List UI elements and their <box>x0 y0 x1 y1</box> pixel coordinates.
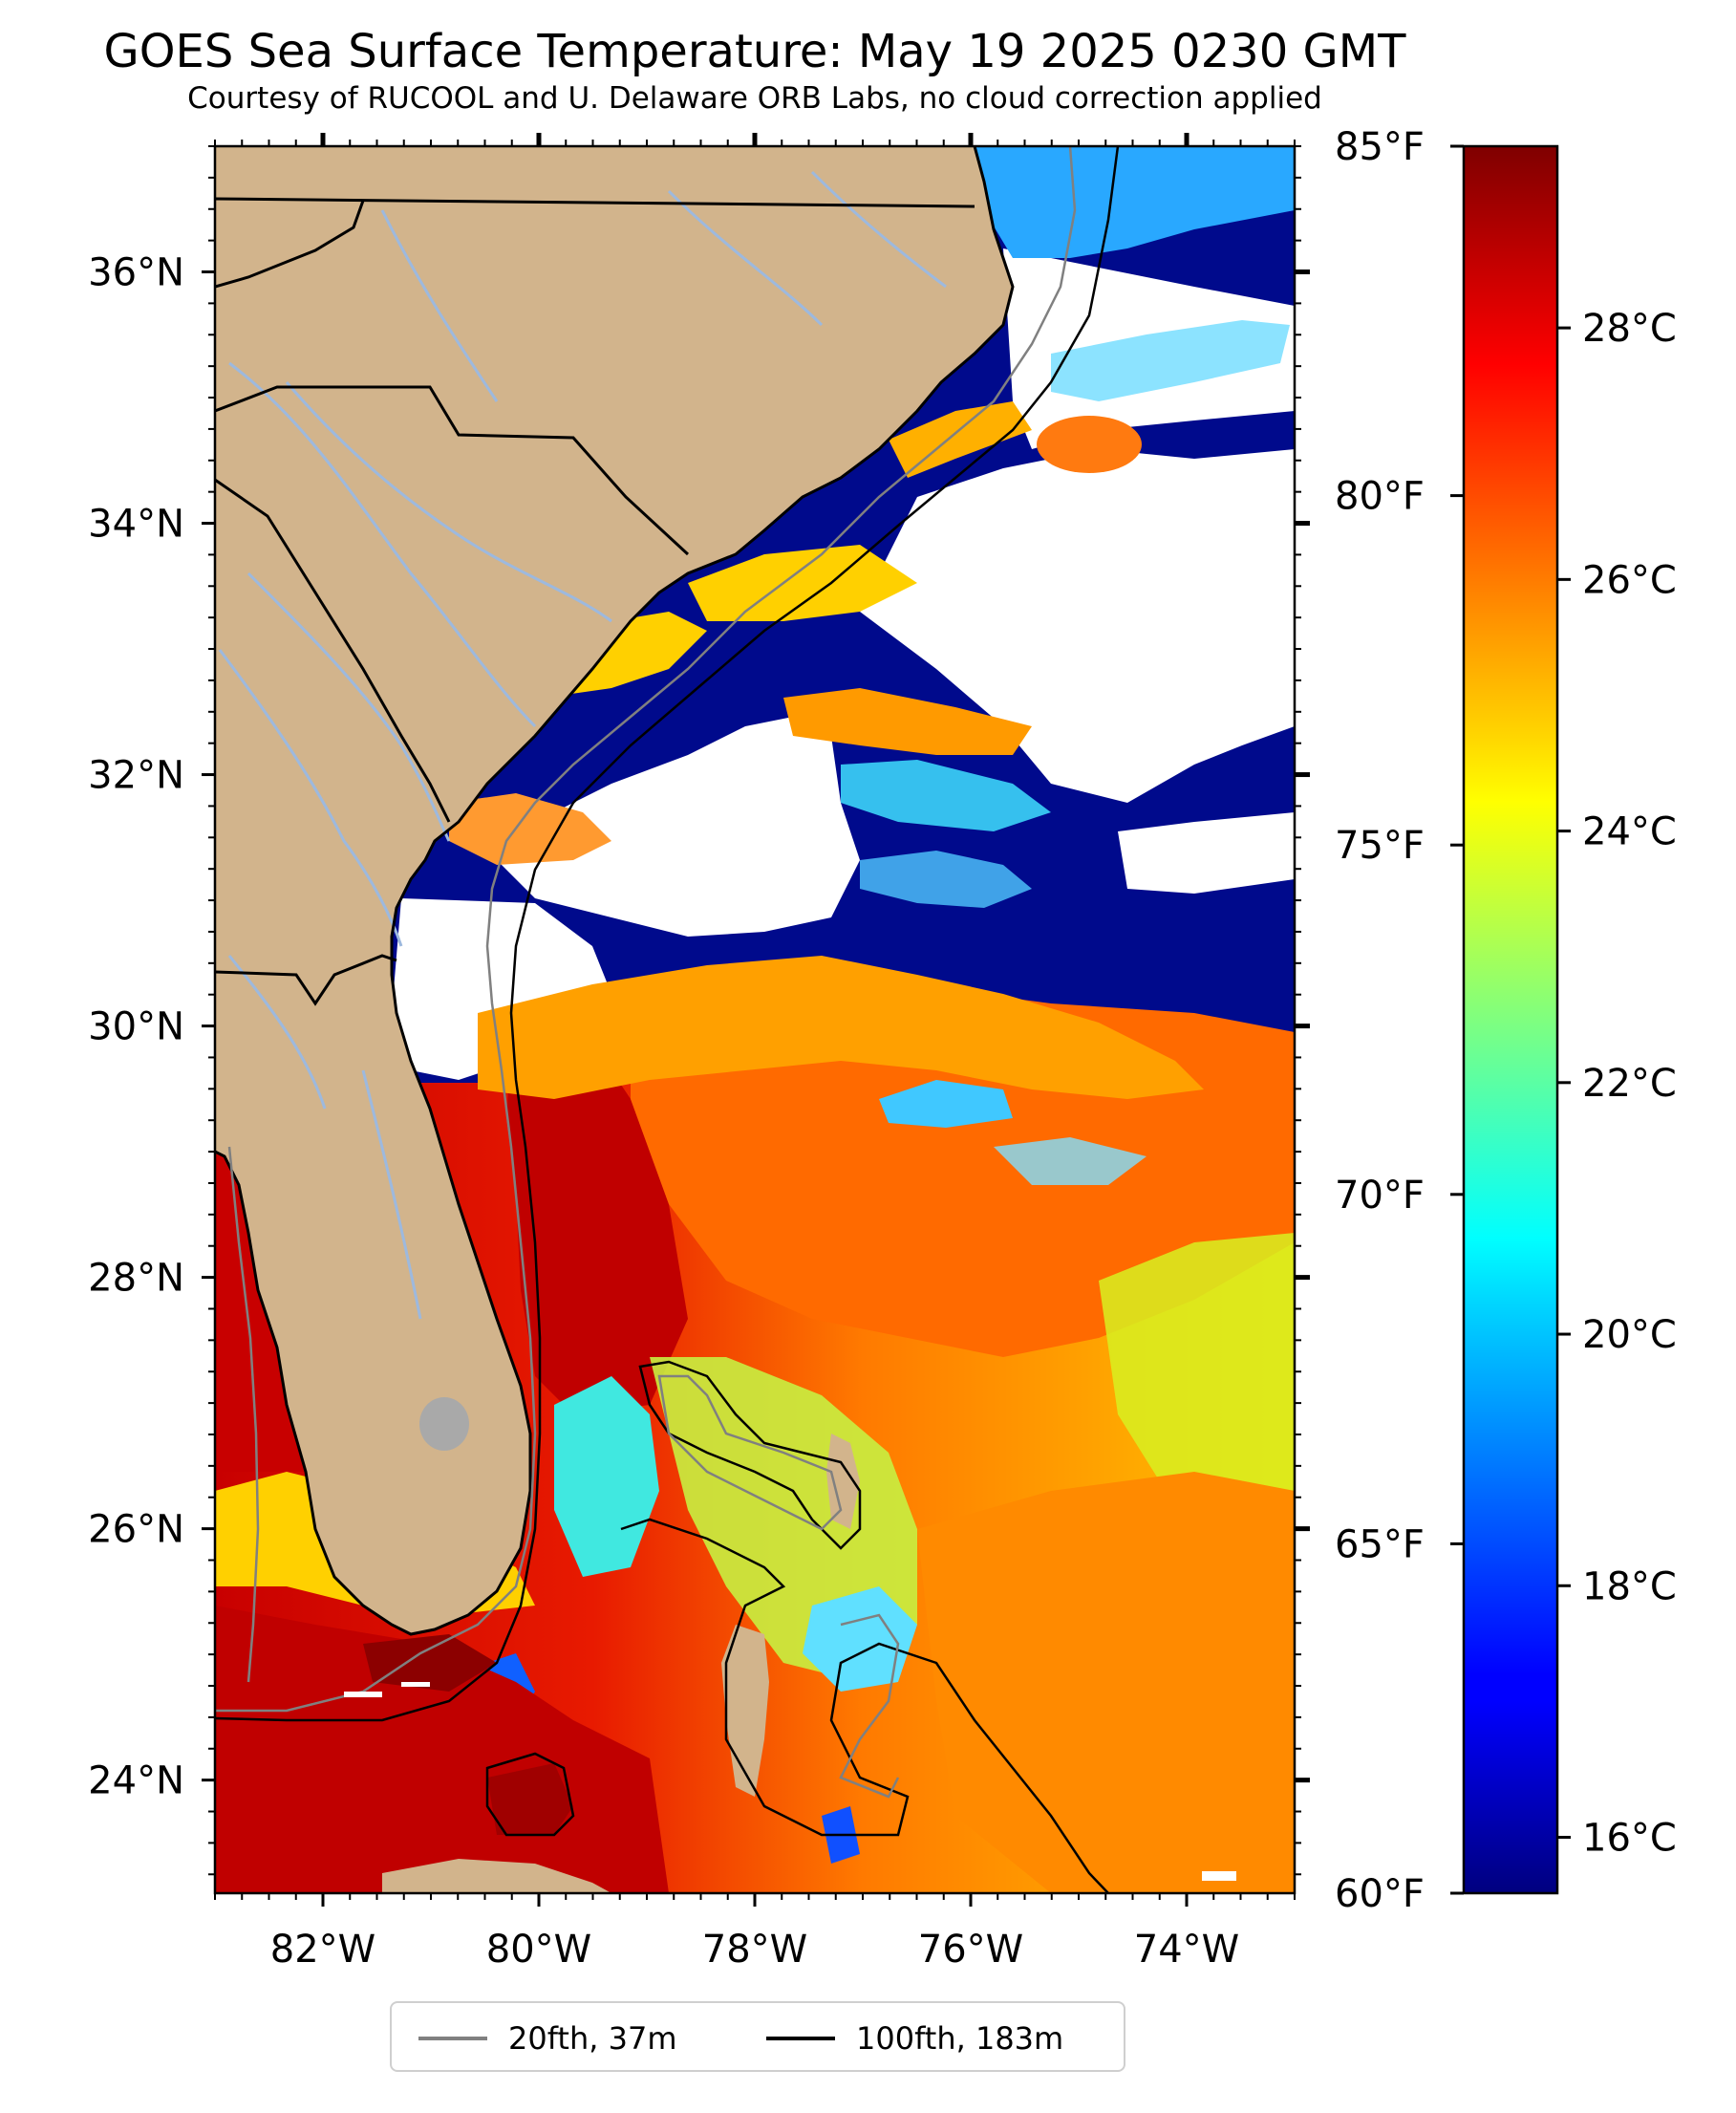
colorbar: 16°C 18°C 20°C 22°C 24°C 26°C 28°C 60°F 65°F 70°… <box>1335 125 1677 1916</box>
cool-streak-2 <box>994 1137 1147 1185</box>
warm-water-band-north <box>478 956 1204 1099</box>
isobath-cay-sal <box>485 1752 575 1837</box>
isobath-20fth-bahamas <box>657 1374 843 1531</box>
map-area <box>215 146 1295 1893</box>
legend-item-20fth: 20fth, 37m <box>418 2020 677 2057</box>
land-mainland <box>215 146 1013 1634</box>
dark-red-patch-2 <box>487 1763 573 1835</box>
gulf-stream-core <box>506 1042 688 1414</box>
legend-line-20fth <box>418 2037 487 2040</box>
colorbar-celsius-label: 22°C <box>1582 1062 1677 1106</box>
warm-eddy-offshore <box>1037 416 1142 473</box>
colorbar-fahrenheit-label: 75°F <box>1335 824 1425 868</box>
colorbar-gradient <box>1462 144 1559 1895</box>
cyan-patch-bahamas <box>554 1376 659 1577</box>
lon-tick-label: 80°W <box>486 1928 591 1972</box>
isobath-20fth-gulf <box>227 1146 260 1683</box>
cloud-mask-central <box>497 717 860 937</box>
cloud-mask-outer <box>1118 812 1295 894</box>
colorbar-celsius-label: 16°C <box>1582 1817 1677 1861</box>
lat-tick-label: 24°N <box>88 1759 184 1803</box>
isobath-20fth-andros <box>839 1613 900 1799</box>
state-borders <box>215 197 975 1006</box>
legend-line-100fth <box>766 2037 835 2040</box>
cool-water-north <box>975 146 1295 258</box>
lat-tick-label: 32°N <box>88 754 184 798</box>
colorbar-fahrenheit-label: 80°F <box>1335 475 1425 519</box>
lat-tick-label: 30°N <box>88 1005 184 1049</box>
dark-red-patch <box>363 1634 497 1692</box>
warm-filament-2 <box>688 545 917 621</box>
colorbar-celsius-axis: 16°C 18°C 20°C 22°C 24°C 26°C 28°C <box>1557 307 1677 1861</box>
isobath-100fth <box>215 146 1120 1722</box>
lat-tick-label: 36°N <box>88 251 184 295</box>
colorbar-fahrenheit-label: 70°F <box>1335 1174 1425 1218</box>
map-title: GOES Sea Surface Temperature: May 19 202… <box>103 25 1406 78</box>
cooler-water-east <box>1099 1233 1295 1529</box>
colorbar-fahrenheit-axis: 60°F 65°F 70°F 75°F 80°F 85°F <box>1335 125 1464 1916</box>
lon-tick-label: 76°W <box>918 1928 1023 1972</box>
lat-tick-label: 28°N <box>88 1257 184 1301</box>
lon-tick-label: 82°W <box>270 1928 375 1972</box>
rivers <box>218 170 947 1320</box>
latitude-axis: 24°N 26°N 28°N 30°N 32°N 34°N 36°N <box>88 145 1310 1876</box>
isobath-legend: 20fth, 37m 100fth, 183m <box>390 2001 1125 2072</box>
isobath-100fth-bahamas <box>620 1518 1109 1893</box>
colorbar-celsius-label: 28°C <box>1582 307 1677 351</box>
colorbar-celsius-label: 26°C <box>1582 558 1677 602</box>
legend-label-20fth: 20fth, 37m <box>508 2020 677 2057</box>
colorbar-celsius-label: 24°C <box>1582 810 1677 854</box>
lon-tick-label: 74°W <box>1134 1928 1239 1972</box>
coastline <box>215 146 1015 1636</box>
cool-filament-1 <box>1051 320 1290 401</box>
cyan-patch-2 <box>803 1586 917 1692</box>
lake-okeechobee <box>419 1397 469 1451</box>
isobath-20fth <box>215 146 1077 1713</box>
lat-tick-label: 26°N <box>88 1508 184 1552</box>
reef-flecks <box>344 1682 1236 1881</box>
legend-label-100fth: 100fth, 183m <box>856 2020 1064 2057</box>
isobath-100fth-abaco <box>638 1360 862 1550</box>
colorbar-celsius-label: 20°C <box>1582 1313 1677 1357</box>
map-subtitle: Courtesy of RUCOOL and U. Delaware ORB L… <box>187 81 1322 116</box>
cyan-filament-1 <box>841 760 1051 831</box>
lon-tick-label: 78°W <box>702 1928 807 1972</box>
warm-filament-5 <box>449 793 611 865</box>
cool-streak-offshore <box>879 1080 1013 1128</box>
warm-water-southeast <box>917 1472 1295 1893</box>
land-cuba <box>382 1859 611 1893</box>
colorbar-celsius-label: 18°C <box>1582 1564 1677 1608</box>
cyan-filament-2 <box>860 851 1032 908</box>
colorbar-fahrenheit-label: 85°F <box>1335 125 1425 169</box>
colorbar-fahrenheit-label: 65°F <box>1335 1522 1425 1566</box>
longitude-axis: 82°W 80°W 78°W 76°W 74°W <box>214 133 1296 1972</box>
land-bahamas-abaco <box>826 1434 860 1529</box>
legend-item-100fth: 100fth, 183m <box>766 2020 1064 2057</box>
colorbar-fahrenheit-label: 60°F <box>1335 1872 1425 1916</box>
lat-tick-label: 34°N <box>88 503 184 547</box>
warm-filament-3 <box>783 688 1032 755</box>
cloud-mask-east <box>860 449 1295 803</box>
